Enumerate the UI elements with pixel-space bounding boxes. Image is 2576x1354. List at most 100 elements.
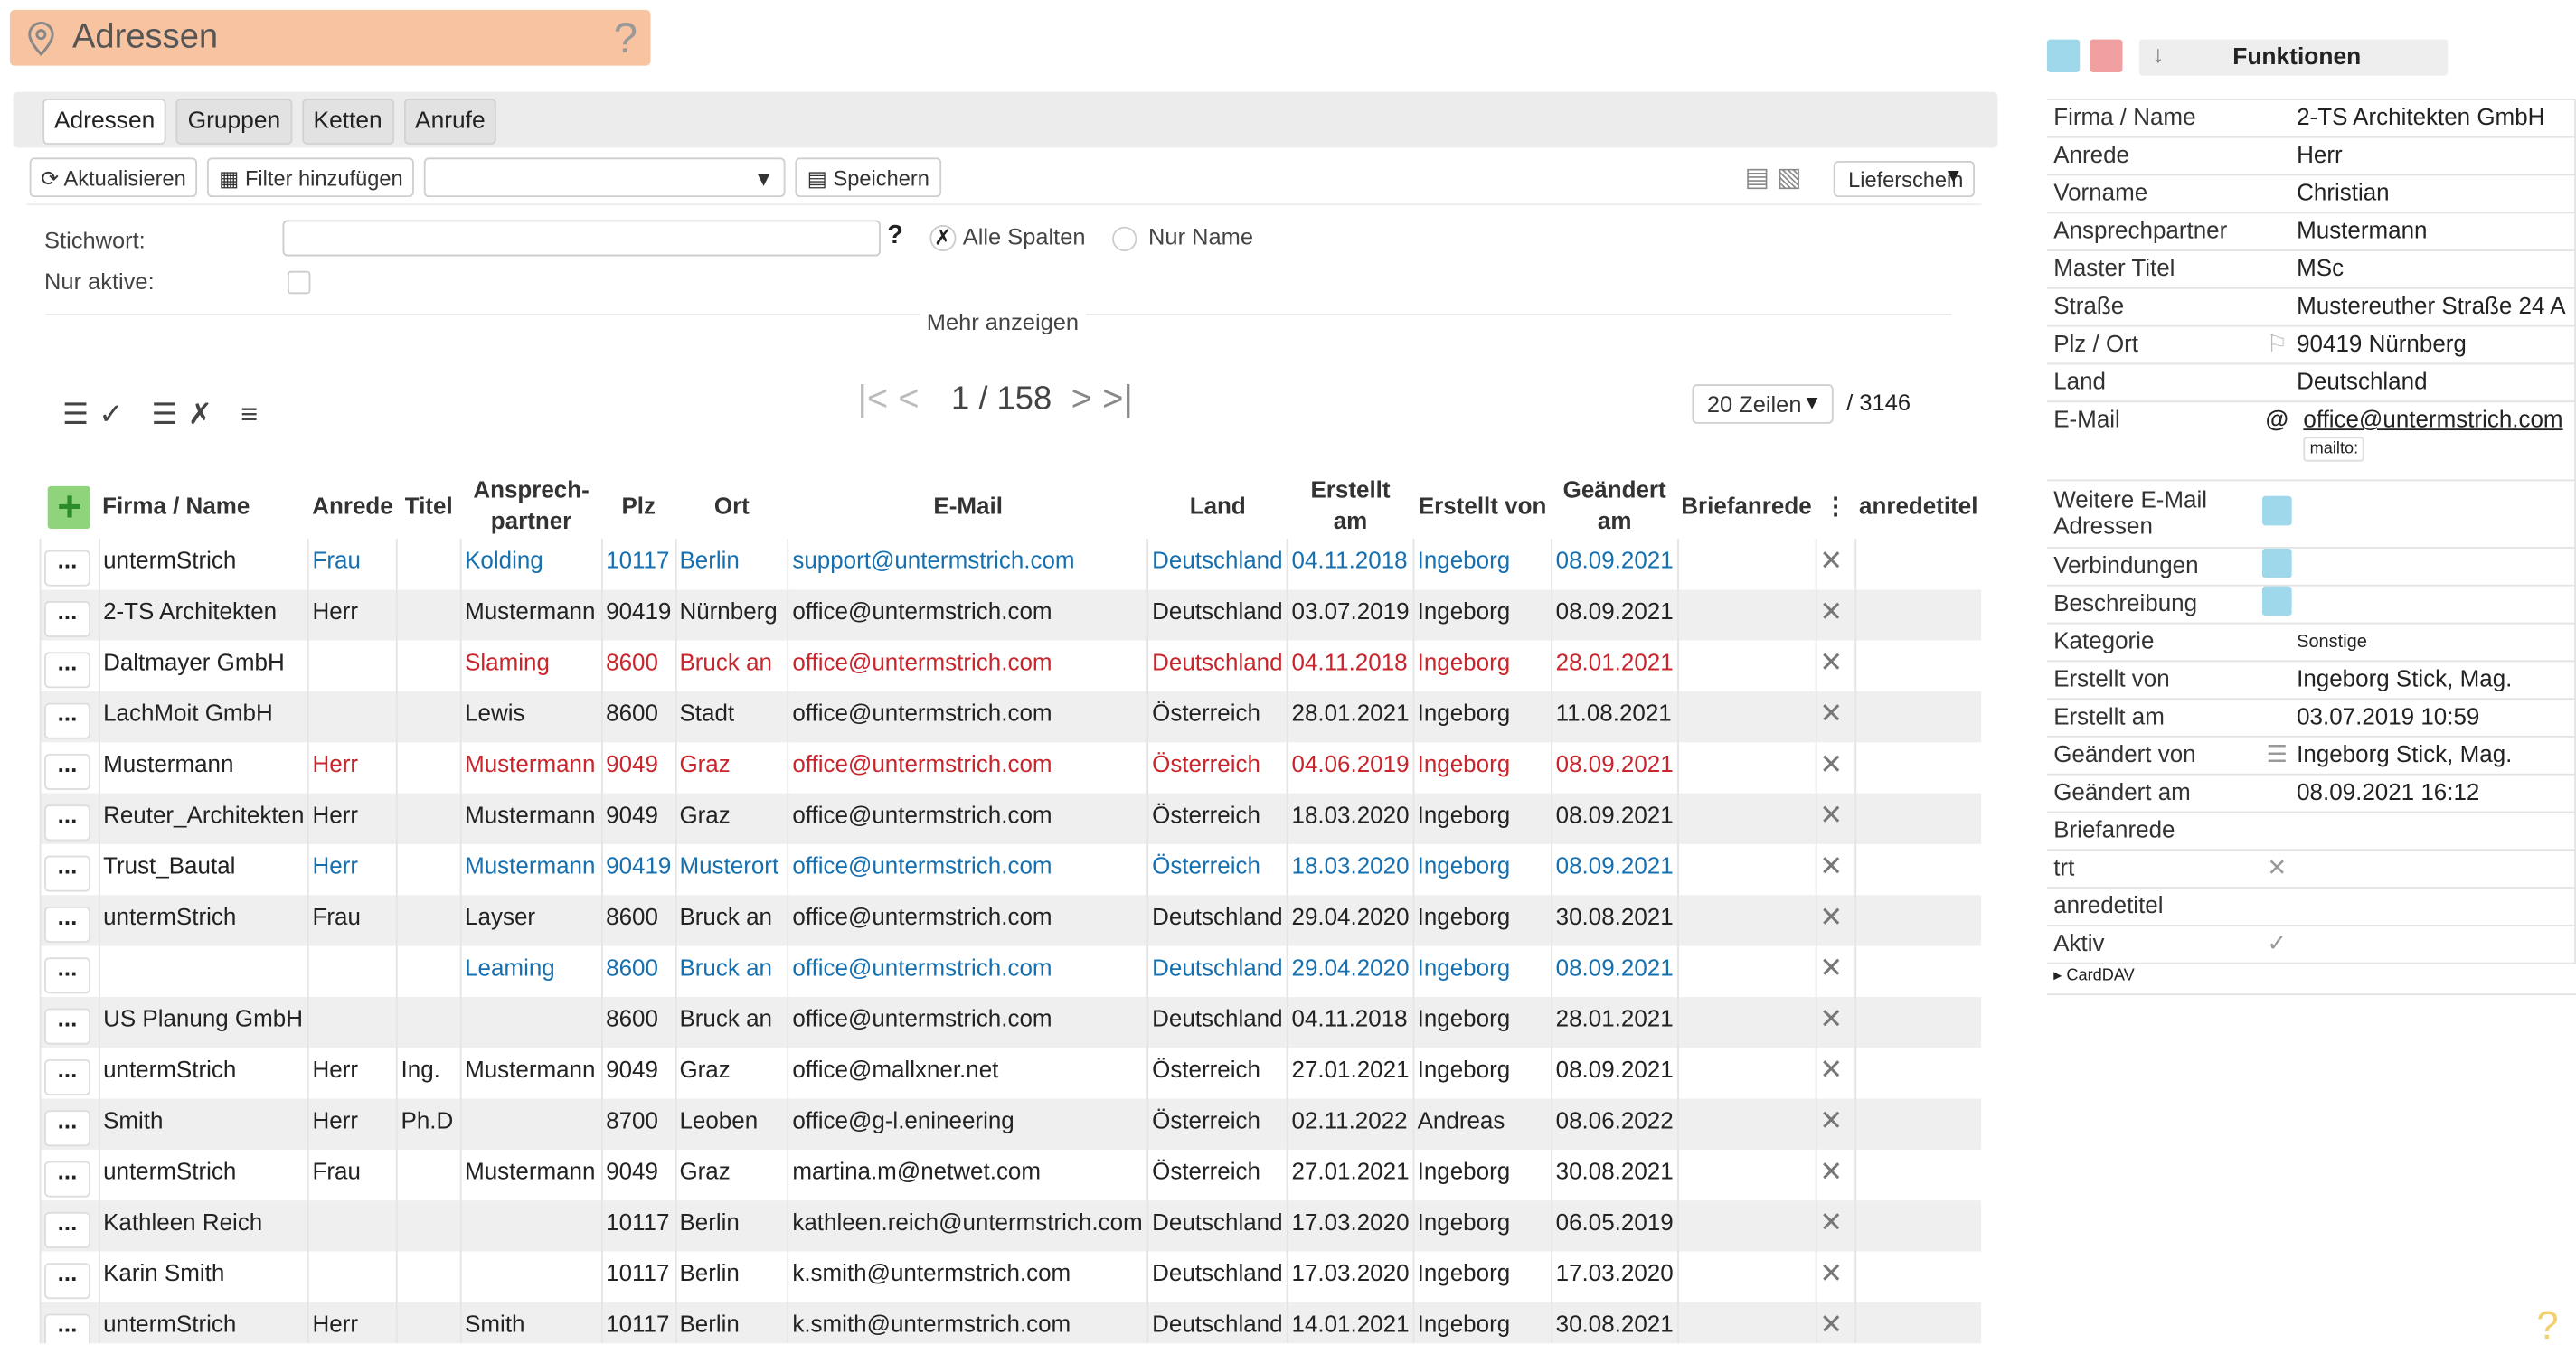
- column-menu[interactable]: ⋮: [1816, 476, 1856, 539]
- column-header[interactable]: Plz: [602, 476, 675, 539]
- help-button[interactable]: ?: [614, 14, 637, 64]
- cell: Mustermann: [461, 1048, 602, 1098]
- row-menu-button[interactable]: ...: [44, 1110, 90, 1146]
- table-row[interactable]: ...untermStrichFrauMustermann9049Grazmar…: [41, 1150, 1982, 1200]
- add-filter-button[interactable]: ▦ Filter hinzufügen: [207, 157, 414, 197]
- email-block: office@untermstrich.commailto:: [2297, 408, 2574, 465]
- row-menu-button[interactable]: ...: [44, 754, 90, 790]
- table-row[interactable]: ...US Planung GmbH8600Bruck anoffice@unt…: [41, 997, 1982, 1048]
- export-icons[interactable]: ▤ ▧: [1745, 161, 1802, 193]
- cell: Österreich: [1148, 1048, 1288, 1098]
- carddav-toggle[interactable]: ▸ CardDAV: [2047, 964, 2576, 996]
- row-menu-button[interactable]: ...: [44, 804, 90, 841]
- table-row[interactable]: ...MustermannHerrMustermann9049Grazoffic…: [41, 742, 1982, 793]
- tab[interactable]: Gruppen: [176, 99, 292, 145]
- column-header[interactable]: Erstellt von: [1413, 476, 1552, 539]
- cell: Karin Smith: [99, 1252, 308, 1302]
- cell: office@untermstrich.com: [788, 997, 1148, 1048]
- table-row[interactable]: ...untermStrichHerrIng.Mustermann9049Gra…: [41, 1048, 1982, 1098]
- table-row[interactable]: ...untermStrichFrauLayser8600Bruck anoff…: [41, 895, 1982, 945]
- tab[interactable]: Anrufe: [403, 99, 496, 145]
- column-header[interactable]: Firma / Name: [99, 476, 308, 539]
- cell: 04.11.2018: [1288, 641, 1413, 691]
- all-columns-radio[interactable]: ✗: [929, 225, 956, 251]
- table-row[interactable]: ...SmithHerrPh.D8700Leobenoffice@g-l.eni…: [41, 1099, 1982, 1150]
- table-row[interactable]: ...LachMoit GmbHLewis8600Stadtoffice@unt…: [41, 691, 1982, 742]
- cell: 28.01.2021: [1288, 691, 1413, 742]
- cell: Ingeborg: [1413, 794, 1552, 844]
- row-menu-button[interactable]: ...: [44, 1161, 90, 1198]
- column-header[interactable]: Ansprech- partner: [461, 476, 602, 539]
- table-row[interactable]: ...untermStrichHerrSmith10117Berlink.smi…: [41, 1302, 1982, 1343]
- table-row[interactable]: ...untermStrichFrauKolding10117Berlinsup…: [41, 539, 1982, 589]
- cell: [1677, 589, 1816, 640]
- keyword-help[interactable]: ?: [887, 221, 903, 251]
- tab[interactable]: Adressen: [42, 99, 166, 145]
- select-button[interactable]: [2047, 40, 2080, 72]
- field-label: Plz / Ort: [2047, 332, 2258, 358]
- column-header[interactable]: anredetitel: [1855, 476, 1981, 539]
- field-label: Geändert am: [2047, 780, 2258, 806]
- row-menu-button[interactable]: ...: [44, 1059, 90, 1095]
- more-link[interactable]: Mehr anzeigen: [920, 309, 1085, 335]
- field-icon: [2258, 496, 2298, 532]
- row-menu-button[interactable]: ...: [44, 907, 90, 943]
- cell: Herr: [308, 1302, 397, 1343]
- cell: Herr: [308, 794, 397, 844]
- filter-dropdown[interactable]: ▼: [424, 157, 786, 197]
- keyword-input[interactable]: [283, 220, 881, 256]
- row-menu-button[interactable]: ...: [44, 550, 90, 587]
- grid-view-icons[interactable]: ☰✓ ☰✗ ≡: [62, 398, 268, 432]
- flag-cell: ✕: [1816, 742, 1856, 793]
- table-row[interactable]: ...Leaming8600Bruck anoffice@untermstric…: [41, 946, 1982, 997]
- table-row[interactable]: ...Kathleen Reich10117Berlinkathleen.rei…: [41, 1200, 1982, 1251]
- link-button[interactable]: [2262, 549, 2292, 578]
- row-menu-button[interactable]: ...: [44, 1314, 90, 1344]
- save-button[interactable]: ▤ Speichern: [796, 157, 941, 197]
- row-menu-button[interactable]: ...: [44, 1212, 90, 1248]
- tab[interactable]: Ketten: [302, 99, 394, 145]
- field-value: Mustereuther Straße 24 A: [2297, 294, 2574, 320]
- cell: untermStrich: [99, 1302, 308, 1343]
- row-menu-button[interactable]: ...: [44, 1263, 90, 1299]
- column-header[interactable]: Geändert am: [1552, 476, 1677, 539]
- cell: [1677, 1252, 1816, 1302]
- cell: 04.11.2018: [1288, 997, 1413, 1048]
- row-menu-button[interactable]: ...: [44, 703, 90, 739]
- pager-prev[interactable]: |< <: [857, 378, 919, 420]
- name-only-radio[interactable]: [1112, 227, 1137, 251]
- column-header[interactable]: Ort: [675, 476, 788, 539]
- column-header[interactable]: E-Mail: [788, 476, 1148, 539]
- row-menu-button[interactable]: ...: [44, 957, 90, 993]
- refresh-button[interactable]: ⟳ Aktualisieren: [30, 157, 198, 197]
- help-corner[interactable]: ?: [2536, 1304, 2558, 1350]
- add-row-button[interactable]: +: [48, 485, 90, 528]
- cell: Leaming: [461, 946, 602, 997]
- column-header[interactable]: Briefanrede: [1677, 476, 1816, 539]
- mailto-button[interactable]: mailto:: [2303, 437, 2364, 461]
- link-button[interactable]: [2262, 587, 2292, 616]
- column-header[interactable]: Anrede: [308, 476, 397, 539]
- field-icon: ⚐: [2258, 332, 2298, 358]
- field-row: Erstellt am03.07.2019 10:59: [2047, 700, 2576, 738]
- column-header[interactable]: Titel: [397, 476, 461, 539]
- table-row[interactable]: ...Karin Smith10117Berlink.smith@unterms…: [41, 1252, 1982, 1302]
- row-menu-button[interactable]: ...: [44, 1009, 90, 1045]
- delete-button[interactable]: [2090, 40, 2122, 72]
- row-menu-button[interactable]: ...: [44, 601, 90, 637]
- pager-next[interactable]: > >|: [1071, 378, 1133, 420]
- table-row[interactable]: ...Trust_BautalHerrMustermann90419Muster…: [41, 844, 1982, 895]
- row-menu-cell: ...: [41, 589, 99, 640]
- table-row[interactable]: ...Daltmayer GmbHSlaming8600Bruck anoffi…: [41, 641, 1982, 691]
- cell: Kolding: [461, 539, 602, 589]
- table-row[interactable]: ...2-TS ArchitektenHerrMustermann90419Nü…: [41, 589, 1982, 640]
- active-checkbox[interactable]: [288, 271, 310, 294]
- column-header[interactable]: Land: [1148, 476, 1288, 539]
- row-menu-button[interactable]: ...: [44, 652, 90, 688]
- functions-button[interactable]: ↓Funktionen: [2139, 40, 2449, 76]
- column-header[interactable]: Erstellt am: [1288, 476, 1413, 539]
- table-row[interactable]: ...Reuter_ArchitektenHerrMustermann9049G…: [41, 794, 1982, 844]
- row-menu-button[interactable]: ...: [44, 856, 90, 892]
- link-button[interactable]: [2262, 496, 2292, 526]
- cell: Österreich: [1148, 844, 1288, 895]
